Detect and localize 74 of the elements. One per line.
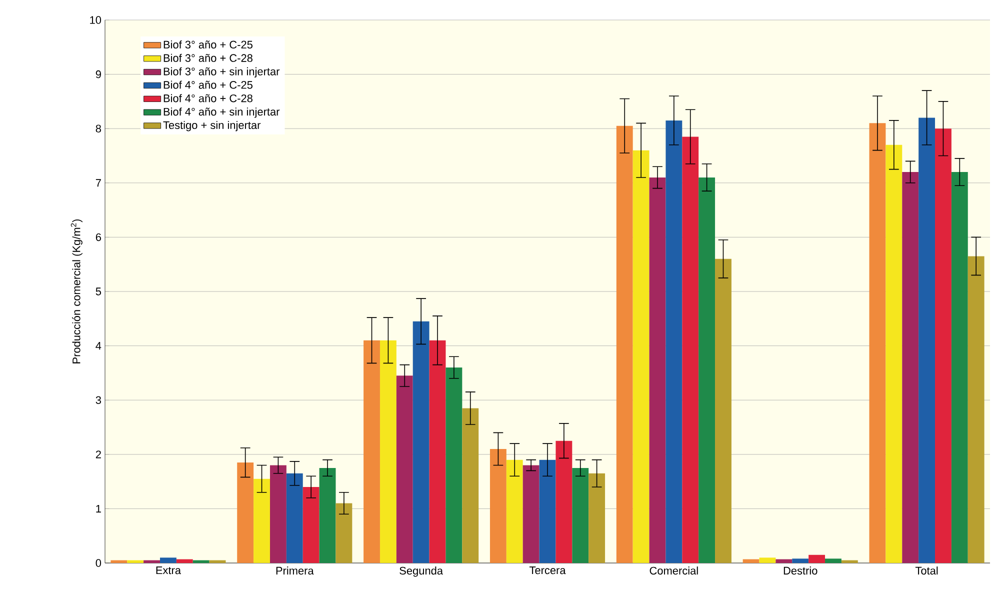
bar	[506, 460, 523, 563]
x-tick-label: Total	[915, 566, 938, 575]
y-tick-label: 3	[96, 396, 101, 404]
bar	[364, 340, 380, 563]
bar	[886, 144, 902, 563]
bar	[951, 172, 968, 563]
bar	[776, 559, 792, 563]
bar	[918, 118, 936, 563]
bar	[160, 558, 176, 563]
bar	[176, 559, 193, 563]
bar	[825, 558, 842, 563]
x-tick-label: Primera	[276, 566, 314, 575]
bar	[666, 120, 682, 563]
bar	[462, 408, 479, 563]
bar	[254, 478, 270, 563]
bar	[144, 560, 160, 563]
bar	[396, 376, 413, 563]
x-tick-label: Tercera	[529, 566, 566, 574]
bar	[902, 172, 919, 563]
bar	[808, 554, 826, 563]
y-tick-label: 1	[96, 504, 101, 512]
y-axis-title: Producción comercial (Kg/m$^{2}$)	[70, 219, 82, 364]
bar	[429, 340, 446, 563]
bar	[869, 123, 886, 563]
legend-label: Biof 3° año + C-25	[164, 40, 252, 49]
bar	[127, 560, 144, 563]
bar	[237, 462, 254, 563]
bar	[792, 558, 809, 563]
y-tick-label: 2	[96, 450, 101, 458]
y-tick-label: 5	[96, 288, 102, 296]
bar	[556, 440, 572, 563]
legend-label: Biof 4° año + C-28	[164, 94, 252, 102]
bar	[336, 503, 352, 563]
bar	[841, 560, 858, 563]
bar	[380, 340, 396, 563]
x-tick-label: Segunda	[400, 566, 443, 577]
bar	[632, 150, 650, 563]
y-tick-label: 9	[96, 70, 101, 78]
x-tick-label: Extra	[156, 566, 182, 574]
bar	[698, 177, 716, 563]
bar	[286, 473, 303, 563]
y-tick-label: 10	[90, 16, 102, 24]
legend-label: Biof 4° año + C-25	[164, 80, 252, 89]
bar	[490, 448, 506, 563]
y-tick-label: 4	[96, 342, 102, 350]
bar	[270, 465, 286, 563]
bar	[935, 128, 952, 563]
bar	[522, 465, 540, 563]
bar	[588, 473, 606, 563]
legend-label: Biof 3° año + C-28	[164, 54, 252, 62]
bar	[742, 559, 760, 563]
bar	[319, 468, 336, 563]
bar	[572, 468, 589, 563]
legend-label: Testigo + sin injertar	[163, 120, 261, 132]
bar	[110, 560, 128, 563]
bar	[302, 486, 320, 563]
y-tick-label: 6	[96, 233, 101, 242]
bar	[715, 258, 732, 563]
bar	[539, 460, 556, 563]
bar	[192, 560, 210, 563]
x-tick-label: Comercial	[650, 566, 698, 575]
bar	[759, 558, 776, 563]
bar	[412, 321, 430, 563]
legend-label: Biof 4° año + sin injertar	[164, 108, 280, 118]
bar	[446, 368, 462, 563]
y-tick-label: 7	[96, 179, 101, 187]
x-tick-label: Destrio	[784, 566, 818, 575]
bar	[616, 126, 633, 563]
bar	[968, 256, 984, 563]
bar	[682, 136, 699, 563]
bar	[649, 177, 666, 563]
y-tick-label: 8	[96, 124, 101, 132]
legend-label: Biof 3° año + sin injertar	[164, 67, 280, 78]
y-tick-label: 0	[96, 559, 102, 567]
